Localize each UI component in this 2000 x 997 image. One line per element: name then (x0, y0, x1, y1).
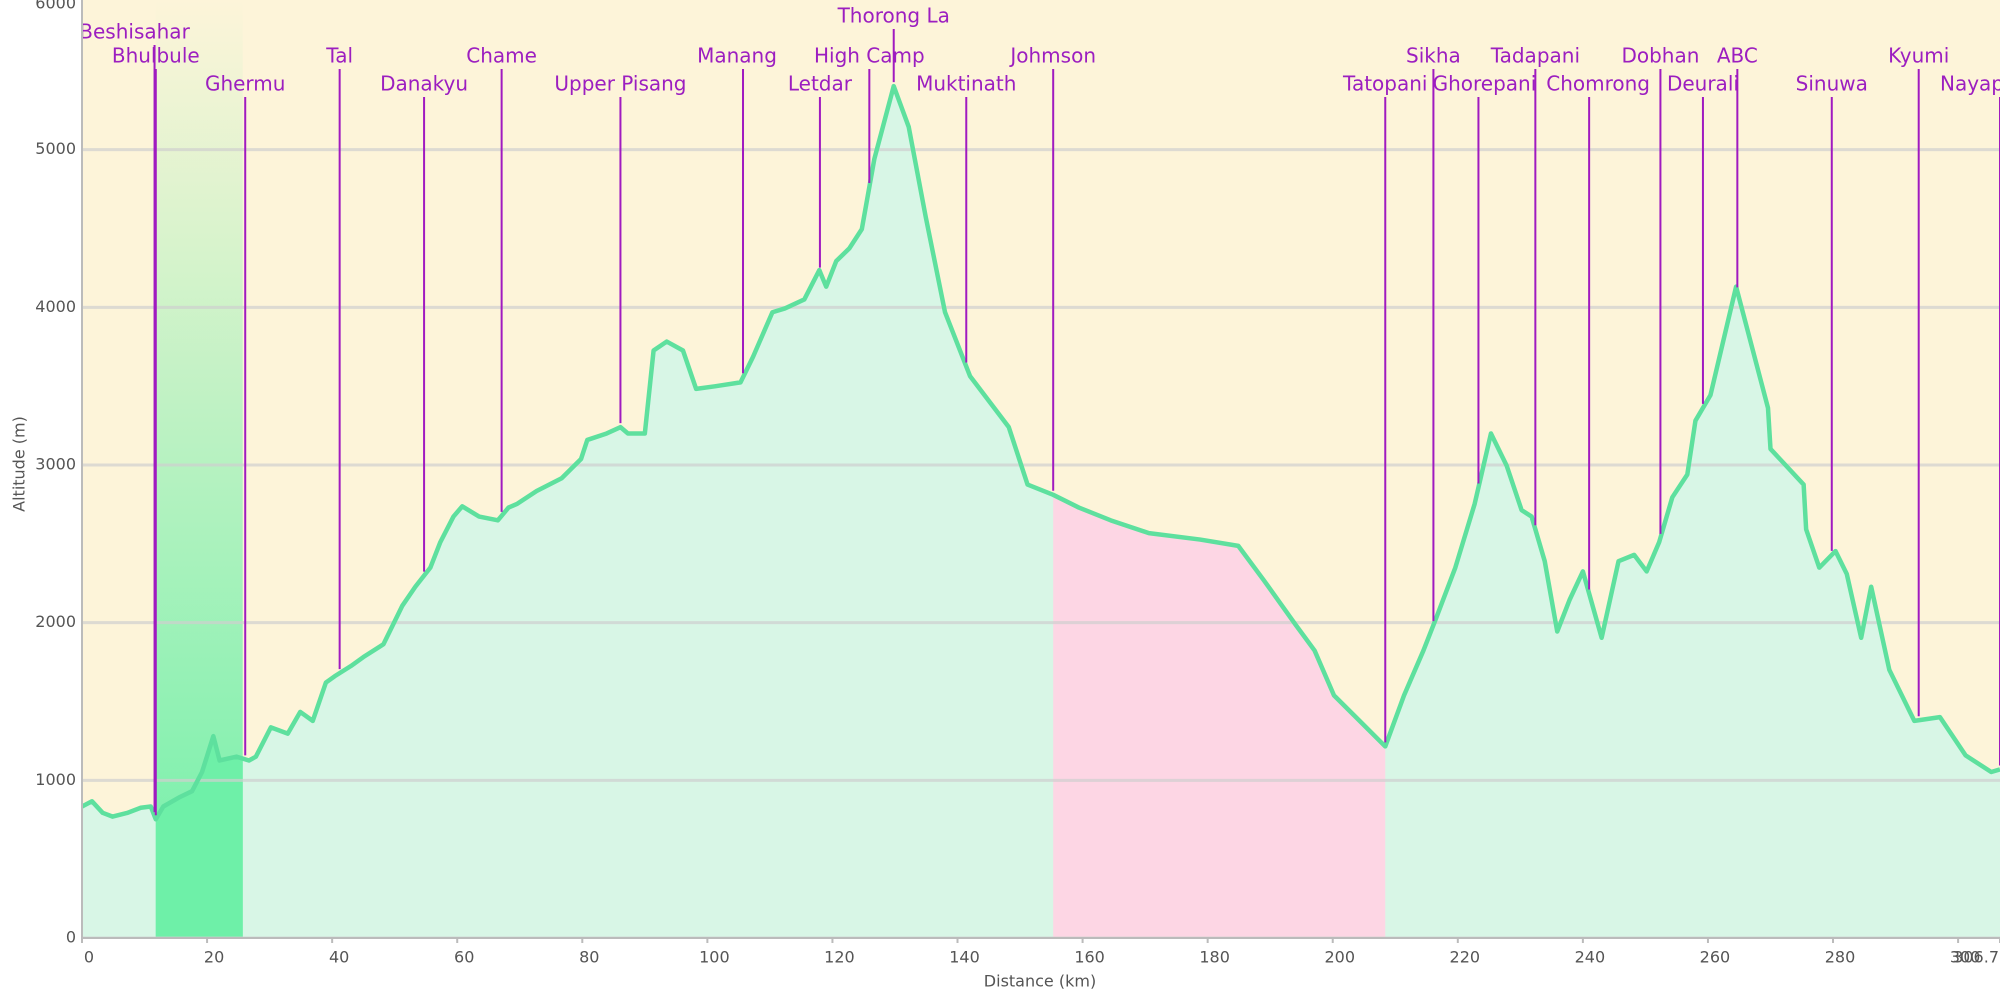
x-tick-label: 240 (1575, 948, 1606, 967)
x-tick-label: 80 (579, 948, 599, 967)
annotation-label: Nayapul (1940, 72, 2000, 96)
annotation-label: Ghermu (205, 72, 286, 96)
x-tick-label: 280 (1825, 948, 1856, 967)
annotation-label: Sikha (1406, 44, 1461, 68)
annotation-label: Thorong La (837, 4, 950, 28)
x-tick-label: 300 (1950, 948, 1981, 967)
y-tick-label: 1000 (35, 770, 76, 789)
x-tick-label: 120 (824, 948, 855, 967)
area-fill (82, 86, 2000, 938)
x-tick-label: 180 (1199, 948, 1230, 967)
annotation-label: Dobhan (1621, 44, 1699, 68)
x-tick-label: 0 (84, 948, 94, 967)
y-tick-label: 6000 (35, 0, 76, 13)
annotation-label: Chame (466, 44, 537, 68)
annotation-label: Letdar (788, 72, 853, 96)
annotation-label: Johmson (1008, 44, 1096, 68)
x-axis-title: Distance (km) (984, 972, 1096, 991)
x-tick-label: 20 (204, 948, 224, 967)
x-tick-label: 260 (1700, 948, 1731, 967)
annotation-label: Danakyu (380, 72, 468, 96)
y-tick-label: 2000 (35, 612, 76, 631)
annotation-label: Muktinath (916, 72, 1016, 96)
y-tick-label: 0 (66, 928, 76, 947)
annotation-label: Sinuwa (1796, 72, 1868, 96)
x-tick-label: 220 (1450, 948, 1481, 967)
x-tick-label: 140 (949, 948, 980, 967)
annotation-label: High Camp (814, 44, 925, 68)
annotation-label: ABC (1717, 44, 1758, 68)
y-tick-label: 3000 (35, 455, 76, 474)
annotation-label: Ghorepani (1433, 72, 1537, 96)
annotation-label: Bhulbule (112, 44, 200, 68)
annotation-label: Tatopani (1342, 72, 1427, 96)
x-tick-label: 40 (329, 948, 349, 967)
y-tick-label: 4000 (35, 297, 76, 316)
annotation-label: Tal (325, 44, 353, 68)
annotation-label: Beshisahar (79, 20, 190, 44)
y-tick-label: 5000 (35, 139, 76, 158)
x-tick-label: 160 (1074, 948, 1105, 967)
x-tick-label: 306.7 (1953, 948, 1999, 967)
annotation-label: Tadapani (1490, 44, 1580, 68)
annotation-label: Deurali (1667, 72, 1739, 96)
x-tick-label: 200 (1324, 948, 1355, 967)
profile-line (82, 83, 2000, 822)
annotation-label: Manang (697, 44, 777, 68)
annotation-label: Kyumi (1888, 44, 1949, 68)
y-axis-title: Altitude (m) (10, 416, 29, 512)
annotation-label: Upper Pisang (554, 72, 686, 96)
x-tick-label: 100 (699, 948, 730, 967)
x-tick-label: 60 (454, 948, 474, 967)
annotation-label: Chomrong (1546, 72, 1650, 96)
